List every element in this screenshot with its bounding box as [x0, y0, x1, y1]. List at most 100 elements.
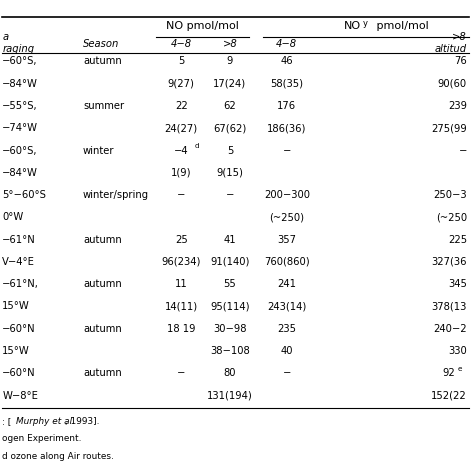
Text: −84°W: −84°W: [2, 79, 38, 89]
Text: −4: −4: [174, 146, 189, 155]
Text: >8: >8: [452, 32, 467, 42]
Text: 76: 76: [454, 56, 467, 66]
Text: , 1993].: , 1993].: [65, 417, 100, 426]
Text: y: y: [362, 19, 367, 28]
Text: 357: 357: [277, 235, 296, 245]
Text: 24(27): 24(27): [165, 123, 198, 133]
Text: 152(22: 152(22: [431, 391, 467, 401]
Text: 95(114): 95(114): [210, 301, 250, 311]
Text: raging: raging: [2, 44, 35, 54]
Text: 5: 5: [178, 56, 184, 66]
Text: e: e: [457, 366, 462, 372]
Text: ogen Experiment.: ogen Experiment.: [2, 434, 82, 443]
Text: 11: 11: [175, 279, 188, 289]
Text: .: .: [2, 469, 5, 474]
Text: 17(24): 17(24): [213, 79, 246, 89]
Text: summer: summer: [83, 101, 124, 111]
Text: 25: 25: [175, 235, 188, 245]
Text: −60°S,: −60°S,: [2, 146, 38, 155]
Text: 1(9): 1(9): [171, 168, 191, 178]
Text: 80: 80: [224, 368, 236, 378]
Text: : [: : [: [2, 417, 12, 426]
Text: 239: 239: [448, 101, 467, 111]
Text: 14(11): 14(11): [165, 301, 198, 311]
Text: 243(14): 243(14): [267, 301, 306, 311]
Text: d ozone along Air routes.: d ozone along Air routes.: [2, 452, 114, 461]
Text: V−4°E: V−4°E: [2, 257, 35, 267]
Text: −84°W: −84°W: [2, 168, 38, 178]
Text: −55°S,: −55°S,: [2, 101, 38, 111]
Text: winter/spring: winter/spring: [83, 190, 149, 200]
Text: 131(194): 131(194): [207, 391, 253, 401]
Text: 67(62): 67(62): [213, 123, 246, 133]
Text: 225: 225: [448, 235, 467, 245]
Text: a: a: [2, 32, 9, 42]
Text: 40: 40: [281, 346, 293, 356]
Text: 62: 62: [224, 101, 236, 111]
Text: 96(234): 96(234): [162, 257, 201, 267]
Text: 22: 22: [175, 101, 188, 111]
Text: autumn: autumn: [83, 368, 122, 378]
Text: 760(860): 760(860): [264, 257, 310, 267]
Text: Murphy et al.: Murphy et al.: [16, 417, 74, 426]
Text: 90(60: 90(60: [438, 79, 467, 89]
Text: 240−2: 240−2: [433, 324, 467, 334]
Text: 4−8: 4−8: [276, 39, 297, 49]
Text: >8: >8: [222, 39, 237, 49]
Text: altitud: altitud: [435, 44, 467, 54]
Text: 91(140): 91(140): [210, 257, 250, 267]
Text: −74°W: −74°W: [2, 123, 38, 133]
Text: 4−8: 4−8: [171, 39, 192, 49]
Text: −: −: [458, 146, 467, 155]
Text: (~250: (~250: [436, 212, 467, 222]
Text: 186(36): 186(36): [267, 123, 307, 133]
Text: −: −: [226, 190, 234, 200]
Text: 0°W: 0°W: [2, 212, 24, 222]
Text: Season: Season: [83, 39, 119, 49]
Text: NO: NO: [344, 21, 361, 31]
Text: −: −: [177, 368, 185, 378]
Text: 58(35): 58(35): [270, 79, 303, 89]
Text: 30−98: 30−98: [213, 324, 246, 334]
Text: 235: 235: [277, 324, 296, 334]
Text: 18 19: 18 19: [167, 324, 196, 334]
Text: 345: 345: [448, 279, 467, 289]
Text: 378(13: 378(13: [431, 301, 467, 311]
Text: −61°N,: −61°N,: [2, 279, 39, 289]
Text: 176: 176: [277, 101, 296, 111]
Text: −: −: [283, 146, 291, 155]
Text: 92: 92: [442, 368, 455, 378]
Text: −61°N: −61°N: [2, 235, 36, 245]
Text: autumn: autumn: [83, 56, 122, 66]
Text: autumn: autumn: [83, 235, 122, 245]
Text: −60°S,: −60°S,: [2, 56, 38, 66]
Text: −60°N: −60°N: [2, 368, 36, 378]
Text: autumn: autumn: [83, 279, 122, 289]
Text: 15°W: 15°W: [2, 301, 30, 311]
Text: 9(27): 9(27): [168, 79, 195, 89]
Text: 241: 241: [277, 279, 296, 289]
Text: −: −: [283, 368, 291, 378]
Text: 200−300: 200−300: [264, 190, 310, 200]
Text: 46: 46: [281, 56, 293, 66]
Text: W−8°E: W−8°E: [2, 391, 38, 401]
Text: 15°W: 15°W: [2, 346, 30, 356]
Text: 9(15): 9(15): [217, 168, 243, 178]
Text: pmol/mol: pmol/mol: [373, 21, 428, 31]
Text: 5°−60°S: 5°−60°S: [2, 190, 46, 200]
Text: d: d: [195, 143, 199, 149]
Text: 5: 5: [227, 146, 233, 155]
Text: −60°N: −60°N: [2, 324, 36, 334]
Text: 38−108: 38−108: [210, 346, 250, 356]
Text: 9: 9: [227, 56, 233, 66]
Text: 250−3: 250−3: [433, 190, 467, 200]
Text: −: −: [177, 190, 185, 200]
Text: 41: 41: [224, 235, 236, 245]
Text: 55: 55: [224, 279, 236, 289]
Text: 330: 330: [448, 346, 467, 356]
Text: NO pmol/mol: NO pmol/mol: [166, 21, 239, 31]
Text: winter: winter: [83, 146, 114, 155]
Text: autumn: autumn: [83, 324, 122, 334]
Text: (~250): (~250): [269, 212, 304, 222]
Text: 275(99: 275(99: [431, 123, 467, 133]
